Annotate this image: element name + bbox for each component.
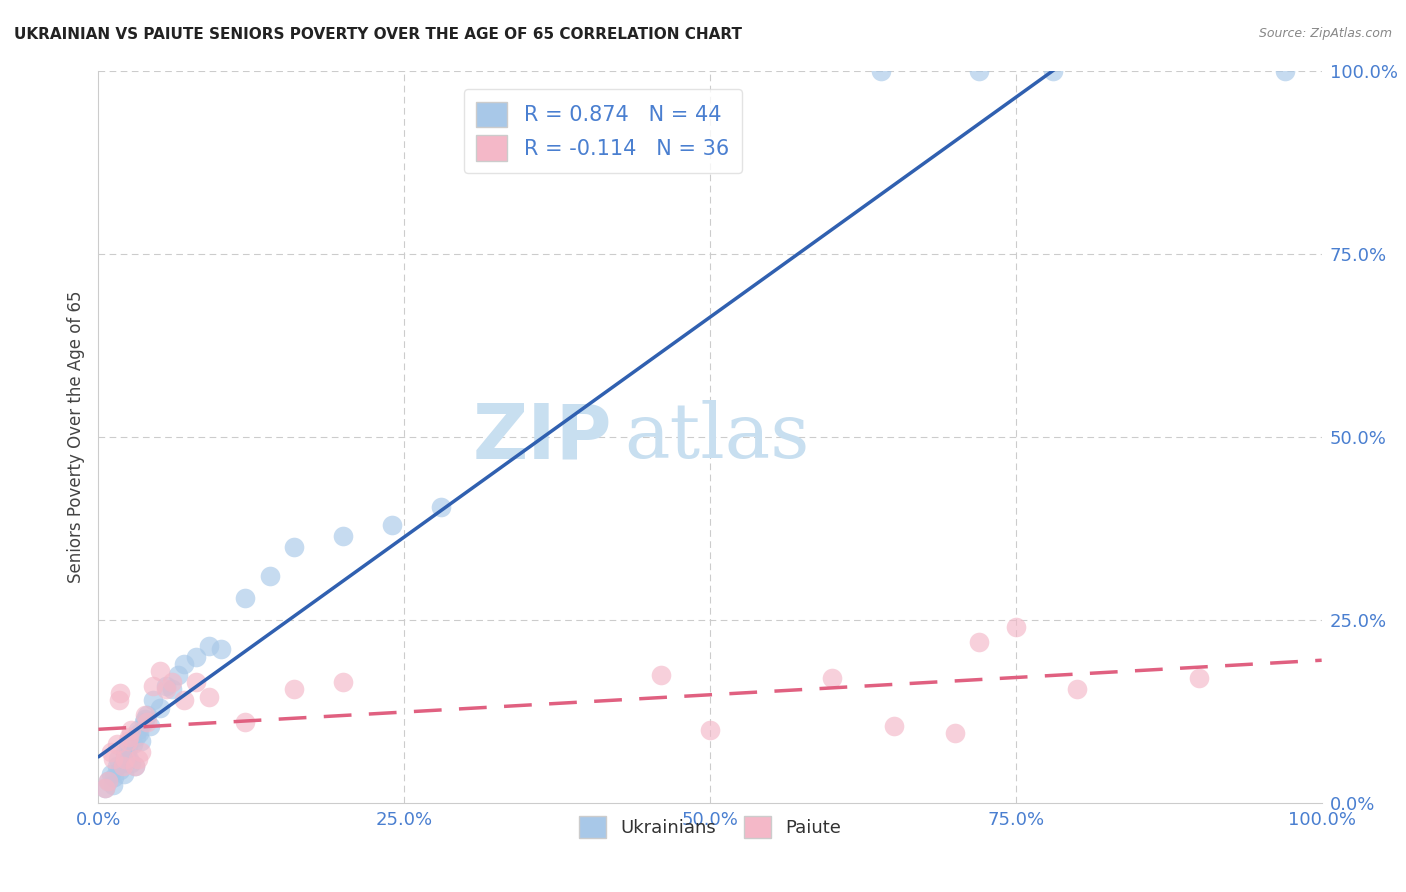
Point	[1004, 620, 1026, 634]
Point	[101, 752, 124, 766]
Point	[167, 667, 190, 681]
Point	[139, 719, 162, 733]
Point	[870, 64, 893, 78]
Point	[136, 715, 159, 730]
Point	[124, 759, 146, 773]
Point	[186, 649, 208, 664]
Point	[134, 708, 156, 723]
Text: UKRAINIAN VS PAIUTE SENIORS POVERTY OVER THE AGE OF 65 CORRELATION CHART: UKRAINIAN VS PAIUTE SENIORS POVERTY OVER…	[14, 27, 742, 42]
Point	[117, 740, 139, 755]
Point	[111, 756, 134, 770]
Text: ZIP: ZIP	[472, 401, 612, 474]
Point	[650, 667, 672, 681]
Point	[883, 719, 905, 733]
Point	[107, 752, 129, 766]
Point	[118, 752, 141, 766]
Point	[112, 766, 135, 780]
Point	[129, 733, 152, 747]
Point	[155, 679, 177, 693]
Point	[943, 726, 966, 740]
Point	[1188, 672, 1211, 686]
Point	[332, 529, 354, 543]
Point	[105, 737, 128, 751]
Point	[134, 712, 156, 726]
Point	[105, 759, 128, 773]
Point	[430, 500, 453, 514]
Point	[110, 763, 132, 777]
Point	[110, 686, 132, 700]
Point	[125, 730, 148, 744]
Point	[1066, 682, 1088, 697]
Point	[117, 733, 139, 747]
Point	[103, 770, 125, 784]
Point	[118, 730, 141, 744]
Point	[100, 766, 122, 780]
Text: atlas: atlas	[624, 401, 810, 474]
Point	[209, 642, 232, 657]
Point	[160, 675, 183, 690]
Y-axis label: Seniors Poverty Over the Age of 65: Seniors Poverty Over the Age of 65	[66, 291, 84, 583]
Point	[128, 726, 150, 740]
Point	[283, 682, 305, 697]
Point	[142, 679, 165, 693]
Point	[233, 591, 256, 605]
Point	[101, 778, 124, 792]
Point	[197, 690, 219, 704]
Point	[259, 569, 281, 583]
Point	[108, 693, 131, 707]
Point	[332, 675, 354, 690]
Point	[111, 759, 134, 773]
Point	[93, 781, 115, 796]
Text: Source: ZipAtlas.com: Source: ZipAtlas.com	[1258, 27, 1392, 40]
Point	[100, 745, 122, 759]
Point	[699, 723, 721, 737]
Point	[129, 745, 152, 759]
Point	[97, 773, 120, 788]
Point	[142, 693, 165, 707]
Point	[381, 517, 404, 532]
Point	[197, 639, 219, 653]
Point	[132, 715, 155, 730]
Point	[233, 715, 256, 730]
Point	[186, 675, 208, 690]
Point	[93, 781, 115, 796]
Point	[127, 723, 149, 737]
Point	[114, 752, 136, 766]
Point	[124, 759, 146, 773]
Point	[1274, 64, 1296, 78]
Point	[120, 756, 142, 770]
Point	[155, 682, 177, 697]
Point	[120, 723, 142, 737]
Point	[121, 737, 143, 751]
Point	[149, 700, 172, 714]
Point	[821, 672, 844, 686]
Point	[160, 682, 183, 697]
Point	[173, 657, 195, 671]
Point	[967, 635, 990, 649]
Point	[1042, 64, 1064, 78]
Point	[967, 64, 990, 78]
Point	[97, 773, 120, 788]
Point	[127, 752, 149, 766]
Point	[149, 664, 172, 678]
Point	[283, 540, 305, 554]
Point	[114, 745, 136, 759]
Legend: Ukrainians, Paiute: Ukrainians, Paiute	[572, 808, 848, 845]
Point	[136, 708, 159, 723]
Point	[173, 693, 195, 707]
Point	[115, 748, 138, 763]
